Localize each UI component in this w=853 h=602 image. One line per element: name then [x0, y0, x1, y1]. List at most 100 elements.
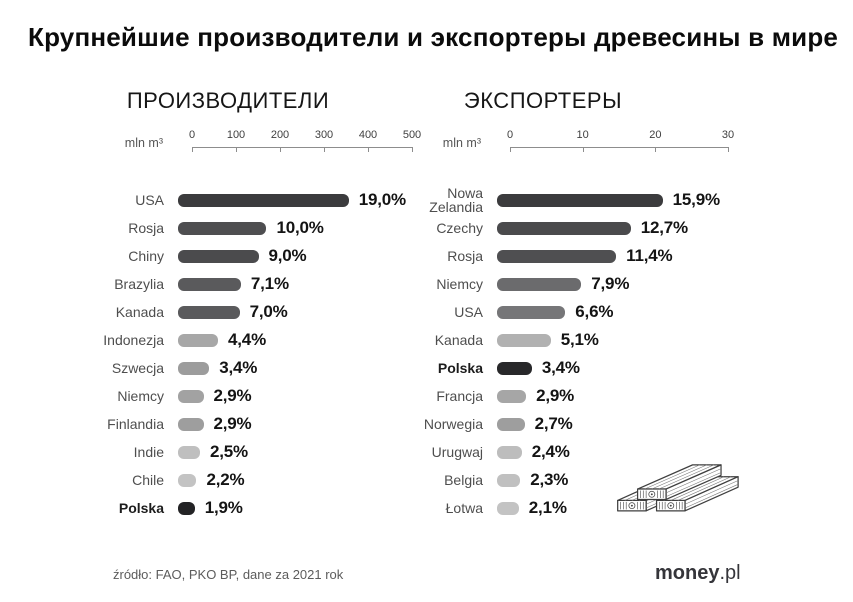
- axis-tick-label: 500: [402, 129, 422, 141]
- percent-label: 2,9%: [213, 386, 252, 405]
- producers-chart: mln m³ 0 100 200 300 400 500 USA 19,0% Rosja 10,…: [100, 125, 450, 545]
- logo-main-text: money: [655, 562, 720, 584]
- value-bar: [178, 417, 204, 431]
- country-label: Brazylia: [114, 276, 164, 292]
- chart-row: Łotwa 2,1%: [418, 494, 768, 522]
- value-bar: [178, 305, 240, 319]
- country-label: Chile: [132, 472, 164, 488]
- page-title: Крупнейшие производители и экспортеры др…: [28, 22, 839, 52]
- value-bar: [497, 249, 617, 263]
- chart-row: Niemcy 7,9%: [418, 270, 768, 298]
- chart-row: USA 6,6%: [418, 298, 768, 326]
- chart-row: Niemcy 2,9%: [100, 382, 450, 410]
- percent-label: 2,7%: [534, 414, 573, 433]
- country-label: USA: [135, 192, 164, 208]
- value-bar: [178, 193, 349, 207]
- country-label: Polska: [437, 360, 483, 376]
- country-label: USA: [454, 304, 483, 320]
- percent-label: 4,4%: [228, 330, 266, 349]
- percent-label: 11,4%: [626, 246, 673, 265]
- chart-row: Brazylia 7,1%: [100, 270, 450, 298]
- axis-tick-mark: [510, 147, 511, 152]
- wood-planks-icon: [617, 464, 739, 512]
- percent-label: 3,4%: [219, 358, 258, 377]
- percent-label: 7,0%: [249, 302, 288, 321]
- axis-tick-mark: [412, 147, 413, 152]
- chart-row: Nowa Zelandia 15,9%: [418, 186, 768, 214]
- chart-row: Szwecja 3,4%: [100, 354, 450, 382]
- percent-label: 2,9%: [213, 414, 252, 433]
- percent-label: 2,5%: [210, 442, 248, 461]
- chart-row: Chiny 9,0%: [100, 242, 450, 270]
- chart-row: Kanada 7,0%: [100, 298, 450, 326]
- percent-label: 6,6%: [575, 302, 614, 321]
- value-bar: [497, 501, 519, 515]
- country-label: Łotwa: [445, 500, 483, 516]
- chart-row: Urugwaj 2,4%: [418, 438, 768, 466]
- value-bar: [178, 361, 210, 375]
- axis-tick-mark: [192, 147, 193, 152]
- axis-unit-label: mln m³: [124, 136, 163, 150]
- producers-header: ПРОИЗВОДИТЕЛИ: [126, 88, 330, 113]
- axis-tick-mark: [582, 147, 584, 152]
- country-label: Francja: [436, 388, 483, 404]
- country-label: Niemcy: [436, 276, 483, 292]
- percent-label: 7,1%: [250, 274, 289, 293]
- value-bar: [497, 221, 631, 235]
- value-bar: [178, 501, 195, 515]
- value-bar: [178, 333, 219, 347]
- country-label: Kanada: [434, 332, 483, 348]
- value-bar: [497, 445, 522, 459]
- chart-row: Rosja 10,0%: [100, 214, 450, 242]
- axis-line: [510, 147, 728, 148]
- source-note: źródło: FAO, PKO BP, dane za 2021 rok: [113, 567, 344, 582]
- money-pl-logo: money.pl: [655, 562, 741, 585]
- axis-unit-label: mln m³: [442, 136, 481, 150]
- exporters-axis: mln m³ 0 10 20 30: [418, 125, 768, 186]
- chart-row: USA 19,0%: [100, 186, 450, 214]
- axis-tick-label: 0: [506, 129, 514, 141]
- axis-tick-mark: [324, 147, 325, 152]
- producers-axis: mln m³ 0 100 200 300 400 500: [100, 125, 450, 186]
- producers-rows: USA 19,0% Rosja 10,0% Chiny 9,0% Brazylia 7,1% K…: [100, 186, 450, 522]
- chart-row: Finlandia 2,9%: [100, 410, 450, 438]
- value-bar: [497, 361, 532, 375]
- chart-row: Chile 2,2%: [100, 466, 450, 494]
- country-label: Norwegia: [423, 416, 483, 432]
- percent-label: 2,4%: [531, 442, 570, 461]
- chart-row: Indie 2,5%: [100, 438, 450, 466]
- exporters-rows: Nowa Zelandia 15,9% Czechy 12,7% Rosja 11,4% Ni…: [418, 186, 768, 522]
- axis-tick-label: 100: [226, 129, 246, 141]
- value-bar: [178, 249, 259, 263]
- percent-label: 9,0%: [268, 246, 307, 265]
- country-label: Niemcy: [117, 388, 164, 404]
- country-label: Kanada: [115, 304, 164, 320]
- percent-label: 3,4%: [541, 358, 580, 377]
- value-bar: [497, 473, 521, 487]
- percent-label: 2,9%: [536, 386, 575, 405]
- country-label: Indie: [133, 444, 164, 460]
- country-label: Chiny: [128, 248, 164, 264]
- percent-label: 7,9%: [591, 274, 630, 293]
- chart-row: Belgia 2,3%: [418, 466, 768, 494]
- value-bar: [497, 277, 582, 291]
- axis-tick-label: 30: [721, 129, 735, 141]
- country-label: Czechy: [436, 220, 483, 236]
- chart-row: Norwegia 2,7%: [418, 410, 768, 438]
- country-label: Rosja: [128, 220, 164, 236]
- axis-tick-label: 0: [188, 129, 196, 141]
- value-bar: [497, 193, 663, 207]
- chart-row: Polska 3,4%: [418, 354, 768, 382]
- country-label: Szwecja: [111, 360, 164, 376]
- percent-label: 19,0%: [358, 190, 406, 209]
- exporters-header: ЭКСПОРТЕРЫ: [463, 88, 623, 113]
- logo-suffix-text: .pl: [719, 562, 741, 584]
- axis-tick-label: 300: [314, 129, 334, 141]
- percent-label: 5,1%: [560, 330, 599, 349]
- value-bar: [178, 445, 200, 459]
- chart-row: Indonezja 4,4%: [100, 326, 450, 354]
- percent-label: 2,3%: [530, 470, 569, 489]
- percent-label: 2,2%: [206, 470, 245, 489]
- axis-tick-label: 20: [649, 129, 662, 141]
- chart-row: Kanada 5,1%: [418, 326, 768, 354]
